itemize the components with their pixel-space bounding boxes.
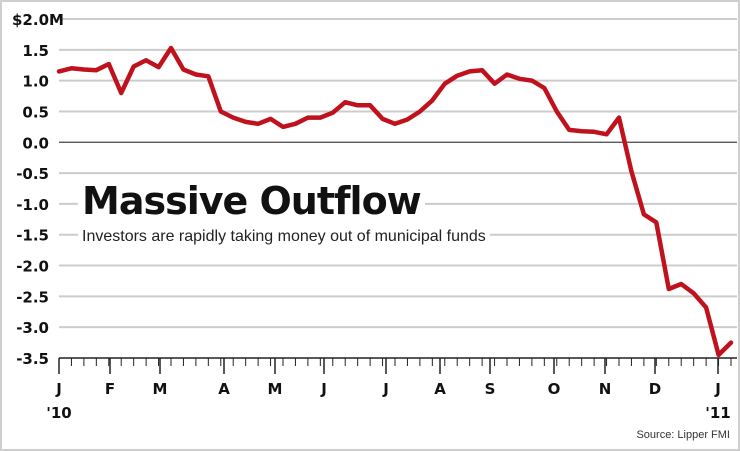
x-tick-label: M — [153, 380, 168, 398]
x-tick-label: N — [599, 380, 612, 398]
y-tick-label: -2.0 — [16, 258, 49, 276]
y-tick-label: 0.5 — [22, 103, 49, 121]
y-tick-label: -3.0 — [16, 319, 49, 337]
x-tick-label: F — [105, 380, 115, 398]
x-tick-label: M — [268, 380, 283, 398]
y-tick-label: -1.5 — [16, 227, 49, 245]
y-tick-label: 1.5 — [22, 42, 49, 60]
x-tick-label: J — [320, 380, 327, 398]
y-tick-label: -2.5 — [16, 288, 49, 306]
x-tick-label: J — [714, 380, 721, 398]
y-tick-label: $2.0M — [12, 11, 64, 29]
y-tick-label: 1.0 — [22, 73, 49, 91]
year-label: '10 — [46, 404, 71, 422]
x-tick-label: J — [382, 380, 389, 398]
y-tick-label: 0.0 — [22, 134, 49, 152]
y-tick-label: -1.0 — [16, 196, 49, 214]
x-tick-label: S — [485, 380, 496, 398]
x-tick-label: O — [548, 380, 561, 398]
x-tick-label: D — [649, 380, 661, 398]
x-tick-label: J — [55, 380, 62, 398]
year-label: '11 — [705, 404, 730, 422]
chart-subtitle: Investors are rapidly taking money out o… — [78, 227, 490, 247]
chart-title: Massive Outflow — [78, 178, 425, 224]
x-tick-label: A — [218, 380, 230, 398]
y-tick-label: -3.5 — [16, 350, 49, 368]
y-tick-label: -0.5 — [16, 165, 49, 183]
source-note: Source: Lipper FMI — [636, 429, 730, 441]
x-tick-label: A — [434, 380, 446, 398]
